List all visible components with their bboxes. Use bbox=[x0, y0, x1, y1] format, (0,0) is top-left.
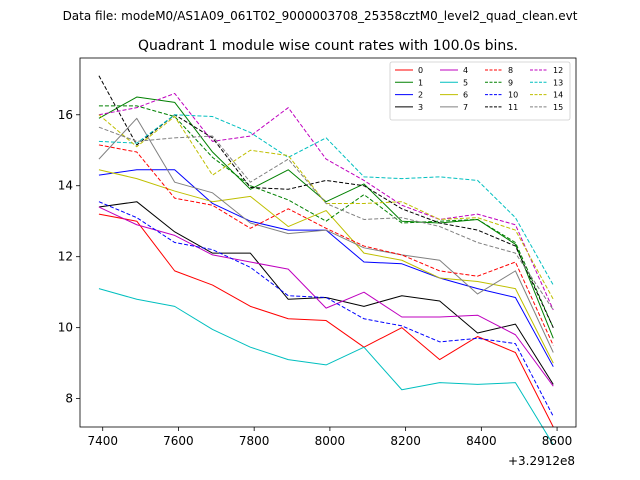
x-tick-label: 7600 bbox=[163, 434, 194, 448]
series-line-8 bbox=[98, 144, 554, 346]
x-tick-label: 8200 bbox=[390, 434, 421, 448]
series-line-15 bbox=[98, 126, 554, 311]
legend-label-14: 14 bbox=[553, 91, 563, 100]
chart-title: Quadrant 1 module wise count rates with … bbox=[138, 38, 518, 54]
legend-label-3: 3 bbox=[418, 103, 423, 112]
legend-label-6: 6 bbox=[463, 91, 468, 100]
legend-label-10: 10 bbox=[508, 91, 518, 100]
y-tick-label: 8 bbox=[65, 392, 73, 406]
series-line-3 bbox=[98, 201, 554, 385]
x-offset-label: +3.2912e8 bbox=[508, 454, 575, 468]
legend-label-9: 9 bbox=[508, 78, 513, 87]
legend-label-7: 7 bbox=[463, 103, 468, 112]
legend-label-4: 4 bbox=[463, 66, 468, 75]
y-tick-label: 10 bbox=[58, 321, 73, 335]
series-line-9 bbox=[98, 105, 554, 328]
legend-label-15: 15 bbox=[553, 103, 563, 112]
series-line-12 bbox=[98, 92, 554, 311]
plot-area bbox=[98, 75, 554, 446]
series-line-13 bbox=[98, 114, 554, 286]
series-line-10 bbox=[98, 201, 554, 417]
legend-box bbox=[389, 61, 571, 121]
legend-label-11: 11 bbox=[508, 103, 518, 112]
y-tick-label: 12 bbox=[58, 250, 73, 264]
x-tick-label: 7800 bbox=[239, 434, 270, 448]
legend-label-12: 12 bbox=[553, 66, 563, 75]
series-line-5 bbox=[98, 288, 554, 446]
series-line-4 bbox=[98, 206, 554, 387]
legend-label-13: 13 bbox=[553, 78, 563, 87]
legend-label-2: 2 bbox=[418, 91, 423, 100]
legend-label-8: 8 bbox=[508, 66, 513, 75]
legend-label-1: 1 bbox=[418, 78, 423, 87]
x-tick-label: 8600 bbox=[542, 434, 573, 448]
y-tick-label: 16 bbox=[58, 108, 73, 122]
legend-label-5: 5 bbox=[463, 78, 468, 87]
x-tick-label: 8400 bbox=[466, 434, 497, 448]
series-line-0 bbox=[98, 213, 554, 428]
legend-label-0: 0 bbox=[418, 66, 423, 75]
suptitle: Data file: modeM0/AS1A09_061T02_90000037… bbox=[63, 9, 578, 23]
series-line-6 bbox=[98, 169, 554, 364]
y-tick-label: 14 bbox=[58, 179, 73, 193]
series-line-7 bbox=[98, 117, 554, 353]
x-tick-label: 8000 bbox=[315, 434, 346, 448]
x-tick-label: 7400 bbox=[87, 434, 118, 448]
axes-frame bbox=[79, 57, 577, 428]
